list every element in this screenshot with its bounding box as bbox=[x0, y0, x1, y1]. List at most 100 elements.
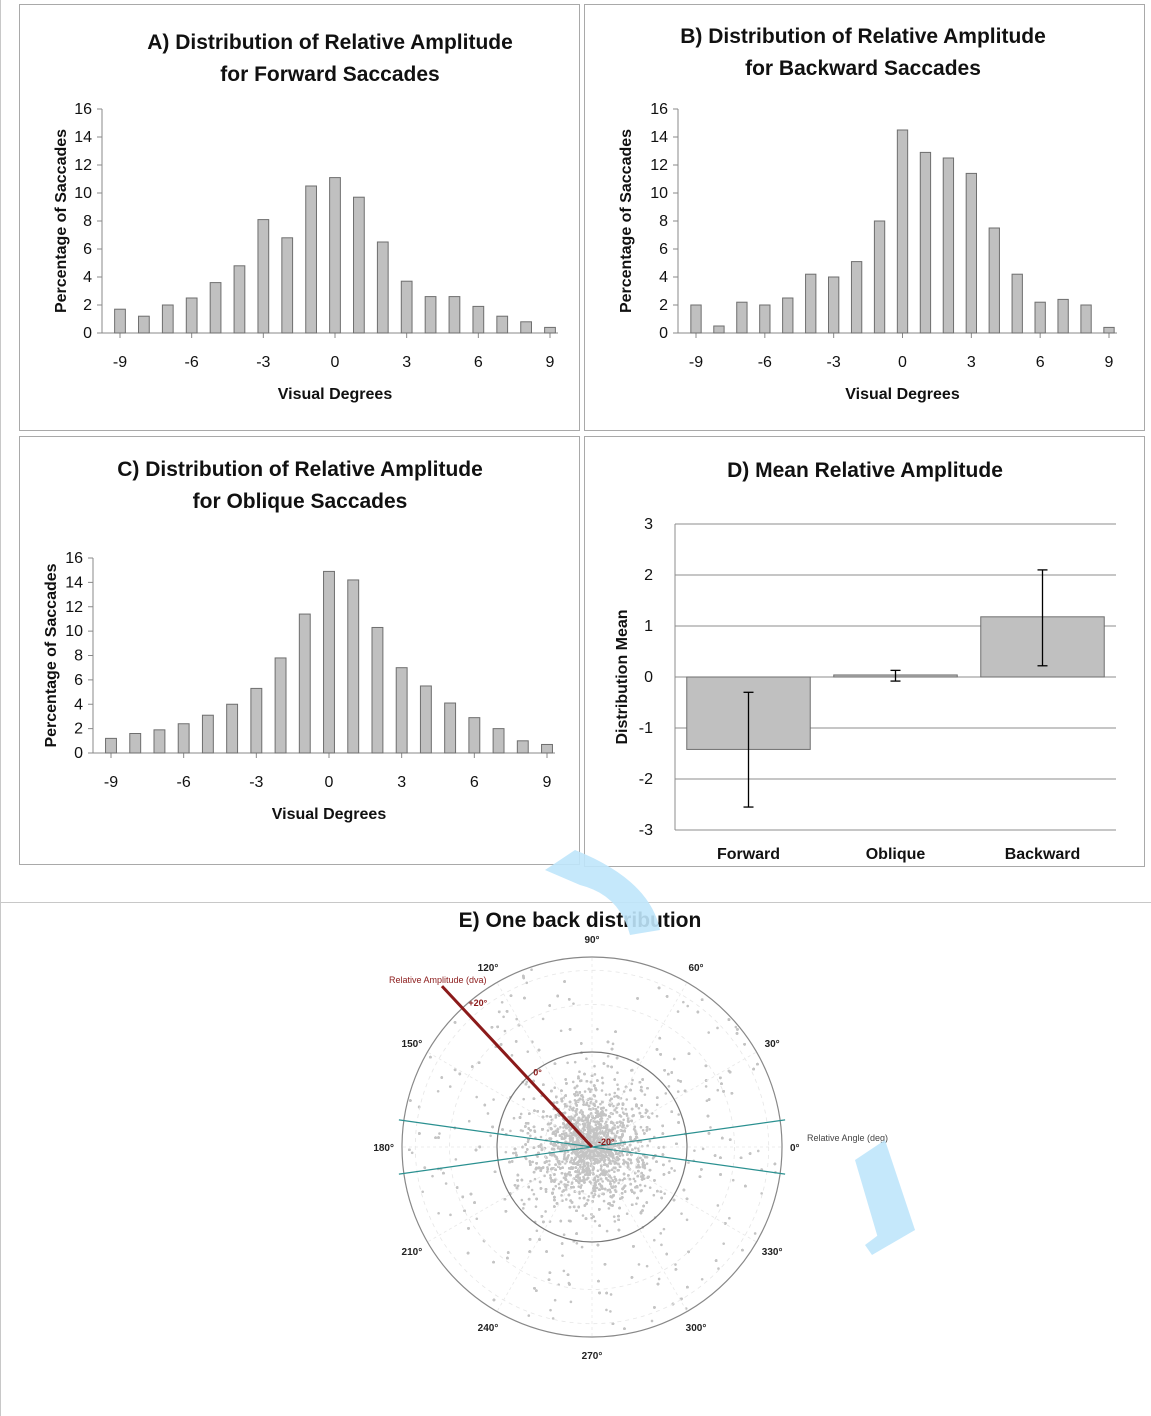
x-tick-label: -3 bbox=[249, 774, 263, 791]
scatter-point bbox=[731, 1178, 735, 1182]
y-tick-label: 10 bbox=[74, 185, 92, 202]
scatter-point bbox=[613, 1127, 617, 1130]
histogram-bar bbox=[138, 315, 150, 334]
scatter-point bbox=[604, 1130, 607, 1133]
scatter-point bbox=[704, 1085, 708, 1088]
scatter-point bbox=[616, 1083, 619, 1087]
scatter-point bbox=[664, 1092, 668, 1095]
scatter-point bbox=[431, 1174, 434, 1178]
scatter-point bbox=[676, 1010, 680, 1013]
scatter-point bbox=[756, 1149, 760, 1153]
scatter-point bbox=[520, 1198, 524, 1202]
y-tick-label: -2 bbox=[639, 771, 653, 788]
scatter-point bbox=[536, 1155, 539, 1158]
x-tick-label: 0 bbox=[331, 354, 340, 371]
scatter-point bbox=[526, 1050, 530, 1053]
x-tick-label: -3 bbox=[827, 354, 841, 371]
histogram-bar bbox=[919, 151, 932, 334]
scatter-point bbox=[615, 1106, 618, 1110]
y-tick-label: 0 bbox=[659, 325, 668, 342]
histogram-bar bbox=[298, 613, 311, 754]
scatter-point bbox=[578, 1070, 581, 1074]
scatter-point bbox=[606, 1131, 610, 1135]
scatter-point bbox=[544, 1210, 547, 1213]
scatter-point bbox=[648, 1139, 652, 1143]
scatter-point bbox=[670, 1167, 673, 1170]
histogram-bar bbox=[329, 177, 341, 334]
histogram-bar bbox=[105, 737, 117, 754]
scatter-point bbox=[570, 1181, 574, 1184]
scatter-point bbox=[613, 1170, 616, 1174]
scatter-point bbox=[722, 1242, 725, 1245]
histogram-bar bbox=[424, 296, 437, 334]
histogram-bar bbox=[828, 276, 840, 334]
scatter-point bbox=[605, 1120, 608, 1124]
histogram-bar bbox=[274, 657, 287, 754]
scatter-point bbox=[534, 1205, 538, 1208]
histogram-bar bbox=[544, 326, 556, 334]
y-tick-label: 2 bbox=[83, 297, 92, 314]
scatter-point bbox=[660, 1243, 663, 1247]
histogram-bar bbox=[988, 227, 1000, 334]
scatter-point bbox=[639, 1125, 643, 1129]
scatter-point bbox=[676, 1079, 680, 1082]
histogram-bar bbox=[1011, 273, 1023, 334]
scatter-point bbox=[527, 1314, 531, 1317]
scatter-point bbox=[512, 1151, 515, 1155]
scatter-point bbox=[572, 1106, 575, 1110]
scatter-point bbox=[613, 1091, 617, 1095]
chart-title-line: A) Distribution of Relative Amplitude bbox=[147, 31, 513, 54]
scatter-point bbox=[575, 1241, 579, 1245]
scatter-point bbox=[668, 1159, 671, 1163]
scatter-point bbox=[557, 1182, 561, 1186]
scatter-point bbox=[637, 1106, 641, 1110]
scatter-point bbox=[644, 1111, 648, 1115]
histogram-bar bbox=[1080, 304, 1092, 334]
y-tick-label: 2 bbox=[659, 297, 668, 314]
scatter-point bbox=[578, 1190, 581, 1194]
histogram-bar bbox=[448, 296, 461, 334]
scatter-point bbox=[554, 1144, 558, 1147]
scatter-point bbox=[607, 1207, 611, 1210]
x-tick-label: -3 bbox=[256, 354, 270, 371]
scatter-point bbox=[585, 1057, 588, 1061]
scatter-point bbox=[705, 1099, 709, 1103]
x-axis-label: Visual Degrees bbox=[278, 386, 393, 403]
scatter-point bbox=[622, 1112, 626, 1116]
scatter-point bbox=[624, 1108, 628, 1111]
scatter-point bbox=[549, 1308, 552, 1312]
x-tick-label: -9 bbox=[113, 354, 127, 371]
panel-mean: D) Mean Relative Amplitude -3 -2 -1 0 1 2 3 Forw… bbox=[584, 436, 1145, 867]
frame-left-line bbox=[0, 0, 1, 1416]
scatter-point bbox=[560, 1194, 563, 1197]
scatter-point bbox=[701, 1147, 705, 1151]
scatter-point bbox=[622, 1090, 626, 1093]
scatter-point bbox=[687, 1161, 690, 1164]
scatter-point bbox=[619, 1124, 622, 1127]
scatter-point bbox=[596, 1169, 600, 1173]
scatter-point bbox=[438, 1132, 441, 1135]
scatter-point bbox=[693, 1149, 696, 1152]
scatter-point bbox=[596, 1105, 600, 1109]
scatter-point bbox=[582, 1175, 585, 1179]
scatter-point bbox=[585, 1103, 589, 1106]
y-tick-label: 16 bbox=[74, 101, 92, 118]
scatter-point bbox=[709, 1126, 712, 1129]
scatter-point bbox=[533, 1177, 537, 1181]
x-tick-label: 6 bbox=[470, 774, 479, 791]
scatter-point bbox=[583, 1118, 587, 1122]
scatter-point bbox=[563, 1155, 566, 1159]
histogram-bar bbox=[201, 714, 214, 754]
y-tick-label: 6 bbox=[83, 241, 92, 258]
histogram-bar bbox=[1057, 298, 1069, 334]
histogram-bar bbox=[177, 723, 190, 754]
scatter-point bbox=[594, 1123, 598, 1127]
scatter-point bbox=[717, 1267, 720, 1270]
x-axis-label: Visual Degrees bbox=[272, 806, 387, 823]
scatter-point bbox=[613, 1175, 616, 1179]
scatter-point bbox=[657, 1277, 661, 1281]
scatter-point bbox=[559, 1029, 563, 1033]
histogram-bar bbox=[250, 687, 263, 754]
histogram-bar bbox=[395, 667, 408, 754]
y-tick-label: -1 bbox=[639, 720, 653, 737]
